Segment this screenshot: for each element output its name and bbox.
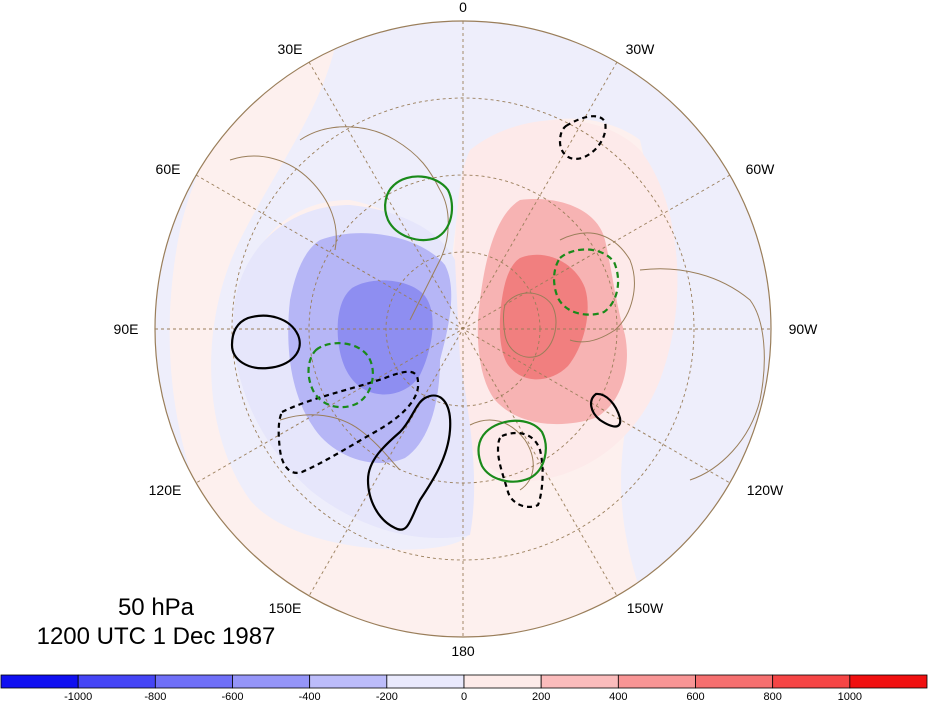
- coastline: [639, 268, 765, 481]
- contour-black-dashed: [496, 431, 544, 509]
- colorbar-box: [386, 674, 465, 689]
- contour-black-solid: [230, 314, 301, 370]
- meridian: [195, 174, 731, 484]
- lon-label-120e: 120E: [149, 482, 182, 498]
- lon-label-30w: 30W: [626, 41, 656, 57]
- colorbar-label: 400: [609, 691, 627, 702]
- pressure-level: 50 hPa: [117, 594, 195, 621]
- contour-black-solid: [590, 392, 622, 428]
- coastline: [299, 126, 449, 321]
- contour-green-dashed: [307, 342, 374, 409]
- graticule: [155, 21, 771, 637]
- contour-green-solid: [384, 175, 454, 242]
- colorbar-label: -800: [144, 691, 166, 702]
- colorbar-boxes: [0, 674, 928, 689]
- lon-label-60w: 60W: [746, 161, 776, 177]
- colorbar-label: 800: [763, 691, 781, 702]
- contours: [230, 115, 622, 531]
- lon-label-150w: 150W: [627, 600, 664, 616]
- coastline: [559, 232, 635, 343]
- colorbar-box: [617, 674, 696, 689]
- colorbar-label: -1000: [64, 691, 92, 702]
- lon-label-90e: 90E: [114, 321, 139, 337]
- contour-green-solid: [477, 419, 547, 483]
- colorbar-label: 200: [532, 691, 550, 702]
- lon-label-30e: 30E: [278, 41, 303, 57]
- lat-circle: [231, 97, 695, 561]
- lon-label-60e: 60E: [156, 161, 181, 177]
- colorbar-box: [77, 674, 156, 689]
- colorbar-label: 1000: [838, 691, 862, 702]
- lon-label-150e: 150E: [269, 600, 302, 616]
- colorbar-label: -400: [299, 691, 321, 702]
- coastline: [279, 414, 401, 471]
- contour-black-dashed: [277, 370, 420, 474]
- colorbar-label: 0: [461, 691, 467, 702]
- valid-time: 1200 UTC 1 Dec 1987: [36, 623, 276, 650]
- colorbar-box: [0, 674, 79, 689]
- contour-black-solid: [366, 394, 452, 531]
- colorbar-labels: -1000 -800 -600 -400 -200 0 200 400 600 800 1000: [64, 691, 862, 702]
- colorbar-box: [309, 674, 388, 689]
- coastlines: [229, 126, 765, 491]
- colorbar-box: [695, 674, 774, 689]
- lon-label-90w: 90W: [789, 321, 819, 337]
- colorbar: -1000 -800 -600 -400 -200 0 200 400 600 800 1000: [0, 674, 928, 702]
- shade-positive-600: [499, 254, 588, 380]
- contour-green-dashed: [553, 248, 620, 316]
- colorbar-box: [154, 674, 233, 689]
- colorbar-label: -200: [376, 691, 398, 702]
- lon-label-180: 180: [451, 643, 475, 659]
- shade-negative-600: [337, 280, 433, 395]
- lon-label-120w: 120W: [747, 482, 784, 498]
- lon-label-0: 0: [459, 0, 467, 15]
- colorbar-label: 600: [686, 691, 704, 702]
- colorbar-box: [540, 674, 619, 689]
- colorbar-box: [772, 674, 851, 689]
- colorbar-box: [463, 674, 542, 689]
- colorbar-box: [849, 674, 928, 689]
- coastline: [503, 292, 557, 358]
- coastline: [229, 155, 337, 251]
- contour-black-dashed: [558, 115, 607, 160]
- colorbar-label: -600: [221, 691, 243, 702]
- longitude-labels: 0 30W 60W 90W 120W 150W 180 150E 120E 90…: [114, 0, 819, 659]
- map-border: [154, 20, 772, 638]
- colorbar-box: [232, 674, 311, 689]
